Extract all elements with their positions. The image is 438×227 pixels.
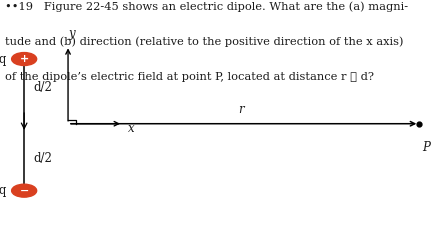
Text: of the dipole’s electric field at point P, located at distance r ≫ d?: of the dipole’s electric field at point … (5, 72, 374, 81)
Text: P: P (421, 141, 429, 154)
Text: y: y (68, 27, 75, 40)
Text: r: r (238, 103, 244, 116)
Text: +: + (19, 54, 29, 64)
Text: d/2: d/2 (33, 81, 52, 94)
Text: −: − (19, 186, 29, 196)
Circle shape (11, 184, 37, 197)
Text: ••19   Figure 22-45 shows an electric dipole. What are the (a) magni-: ••19 Figure 22-45 shows an electric dipo… (5, 1, 407, 12)
Text: +q: +q (0, 52, 7, 66)
Text: x: x (128, 122, 134, 135)
Text: −q: −q (0, 184, 7, 197)
Text: tude and (b) direction (relative to the positive direction of the x axis): tude and (b) direction (relative to the … (5, 36, 403, 47)
Circle shape (11, 52, 37, 65)
Text: d/2: d/2 (33, 152, 52, 165)
